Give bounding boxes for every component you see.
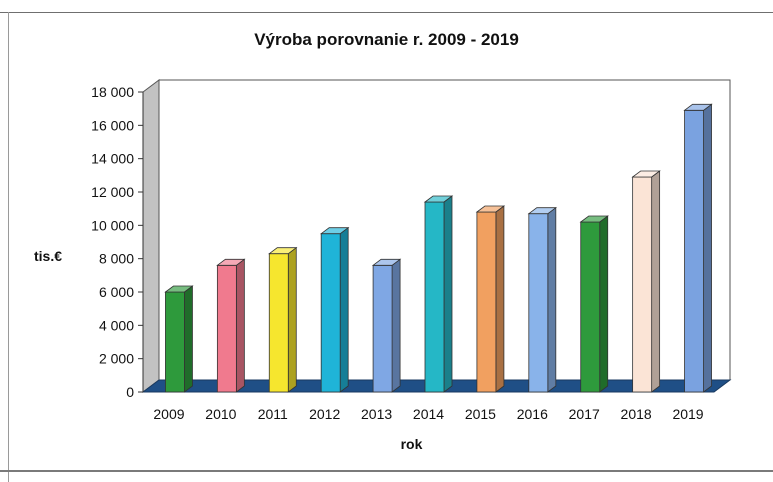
x-tick-label: 2013	[361, 406, 392, 422]
bar-2013	[371, 258, 402, 393]
y-tick-label: 2 000	[99, 351, 134, 367]
x-tick-label: 2014	[413, 406, 444, 422]
y-tick-label: 18 000	[91, 84, 134, 100]
x-tick-label: 2017	[569, 406, 600, 422]
y-tick-label: 10 000	[91, 217, 134, 233]
frame-left-border	[8, 12, 9, 482]
bar-2012	[319, 226, 350, 393]
x-axis-label: rok	[400, 436, 423, 452]
bar-2015	[475, 205, 506, 393]
y-tick-label: 0	[126, 384, 134, 400]
y-tick-label: 12 000	[91, 184, 134, 200]
x-tick-label: 2009	[153, 406, 184, 422]
x-tick-label: 2015	[465, 406, 496, 422]
x-tick-label: 2019	[672, 406, 703, 422]
chart-title: Výroba porovnanie r. 2009 - 2019	[254, 30, 519, 49]
bar-2011	[268, 246, 298, 393]
y-tick-label: 8 000	[99, 251, 134, 267]
plot-side-wall	[142, 79, 160, 393]
bar-2009	[164, 285, 194, 393]
x-tick-label: 2016	[517, 406, 548, 422]
frame-bottom-border	[0, 470, 773, 472]
bar-2018	[631, 170, 661, 393]
frame-top-border	[0, 12, 773, 13]
y-tick-label: 6 000	[99, 284, 134, 300]
y-tick-label: 16 000	[91, 117, 134, 133]
y-axis-label: tis.€	[34, 248, 63, 264]
x-tick-label: 2011	[258, 406, 288, 422]
x-tick-label: 2018	[621, 406, 652, 422]
bar-2019	[683, 103, 713, 393]
y-tick-label: 4 000	[99, 317, 134, 333]
y-tick-label: 14 000	[91, 151, 134, 167]
bar-2014	[423, 195, 454, 393]
x-tick-label: 2010	[205, 406, 236, 422]
x-tick-label: 2012	[309, 406, 340, 422]
bar-2010	[216, 258, 246, 393]
bar-2017	[579, 215, 609, 393]
bar-2016	[527, 206, 558, 393]
